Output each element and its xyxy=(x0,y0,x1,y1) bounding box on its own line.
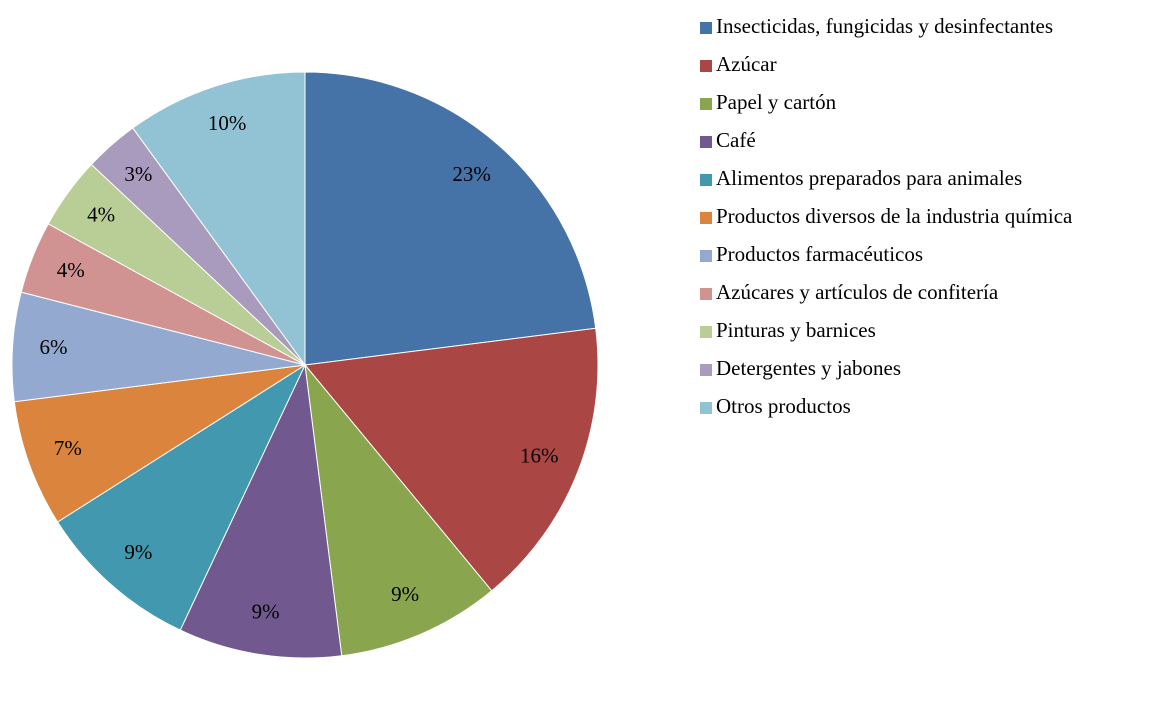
legend-label: Café xyxy=(716,128,756,152)
data-label: 6% xyxy=(40,335,68,359)
legend-label: Alimentos preparados para animales xyxy=(716,166,1022,190)
legend-label: Productos diversos de la industria quími… xyxy=(716,204,1073,228)
legend-swatch xyxy=(700,60,712,72)
data-label: 16% xyxy=(520,444,559,468)
legend-swatch xyxy=(700,326,712,338)
data-label: 9% xyxy=(252,600,280,624)
legend-swatch xyxy=(700,98,712,110)
legend-label: Pinturas y barnices xyxy=(716,318,876,342)
legend-swatch xyxy=(700,364,712,376)
legend-label: Azúcares y artículos de confitería xyxy=(716,280,999,304)
data-label: 7% xyxy=(54,436,82,460)
legend-swatch xyxy=(700,402,712,414)
data-label: 4% xyxy=(87,203,115,227)
data-label: 10% xyxy=(208,111,247,135)
data-label: 9% xyxy=(391,582,419,606)
pie-slice xyxy=(304,327,599,592)
pie-slice xyxy=(13,364,306,523)
legend-swatch xyxy=(700,22,712,34)
legend-swatch xyxy=(700,250,712,262)
legend-swatch xyxy=(700,136,712,148)
pie-slice xyxy=(304,363,493,657)
data-label: 23% xyxy=(452,162,491,186)
legend-label: Papel y cartón xyxy=(716,90,837,114)
legend-label: Productos farmacéuticos xyxy=(716,242,923,266)
legend-swatch xyxy=(700,288,712,300)
legend-swatch xyxy=(700,174,712,186)
legend-swatch xyxy=(700,212,712,224)
legend-label: Detergentes y jabones xyxy=(716,356,901,380)
data-label: 4% xyxy=(57,258,85,282)
data-label: 9% xyxy=(124,540,152,564)
pie-slice xyxy=(179,363,343,659)
pie-slice xyxy=(56,363,307,631)
legend-label: Otros productos xyxy=(716,394,851,418)
data-label: 3% xyxy=(124,162,152,186)
pie-slice xyxy=(304,71,597,366)
legend-label: Azúcar xyxy=(716,52,777,76)
pie-slice xyxy=(132,71,306,367)
legend-label: Insecticidas, fungicidas y desinfectante… xyxy=(716,14,1053,38)
